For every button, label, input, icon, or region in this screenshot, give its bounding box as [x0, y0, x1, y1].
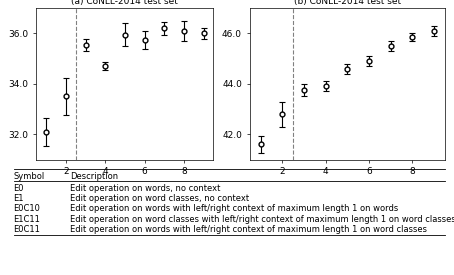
Title: (b) CoNLL-2014 test set: (b) CoNLL-2014 test set: [294, 0, 401, 6]
Text: E0C10: E0C10: [14, 205, 40, 213]
Text: E0C11: E0C11: [14, 226, 40, 234]
Text: Edit operation on words with left/right context of maximum length 1 on words: Edit operation on words with left/right …: [70, 205, 399, 213]
Text: E1: E1: [14, 194, 24, 203]
Title: (a) CoNLL-2014 test set: (a) CoNLL-2014 test set: [71, 0, 178, 6]
Text: Edit operation on word classes, no context: Edit operation on word classes, no conte…: [70, 194, 250, 203]
Text: Edit operation on words, no context: Edit operation on words, no context: [70, 184, 221, 192]
Text: Description: Description: [70, 172, 118, 181]
Text: M²: M²: [221, 0, 232, 2]
Text: E0: E0: [14, 184, 24, 192]
Text: E1C11: E1C11: [14, 215, 40, 224]
Text: Edit operation on words with left/right context of maximum length 1 on word clas: Edit operation on words with left/right …: [70, 226, 427, 234]
Text: Edit operation on word classes with left/right context of maximum length 1 on wo: Edit operation on word classes with left…: [70, 215, 454, 224]
Text: M²: M²: [10, 0, 21, 2]
Text: Symbol: Symbol: [14, 172, 45, 181]
